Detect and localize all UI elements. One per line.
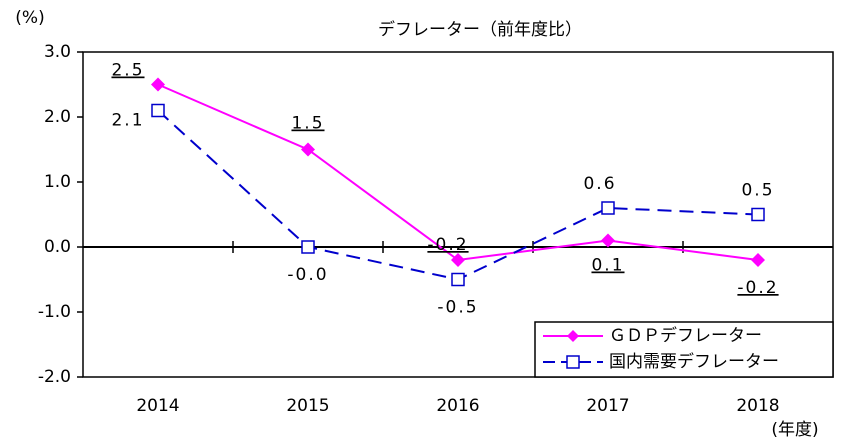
y-tick-label: -2.0 xyxy=(38,367,71,387)
data-label: 1.5 xyxy=(291,114,324,134)
legend-label: ＧＤＰデフレーター xyxy=(609,325,762,346)
legend-marker xyxy=(567,330,579,342)
y-tick-label: 2.0 xyxy=(44,107,71,127)
data-label: -0.2 xyxy=(737,278,778,298)
x-tick-label: 2018 xyxy=(736,396,779,416)
data-label: 0.6 xyxy=(583,174,616,194)
y-unit: (%) xyxy=(15,8,44,28)
diamond-marker xyxy=(301,142,315,157)
x-tick-label: 2017 xyxy=(586,396,629,416)
square-marker xyxy=(601,201,615,215)
diamond-marker xyxy=(751,253,765,267)
x-tick-label: 2015 xyxy=(286,396,329,416)
legend-label: 国内需要デフレーター xyxy=(609,351,779,372)
x-tick-label: 2014 xyxy=(136,396,179,416)
y-tick-label: 1.0 xyxy=(44,172,71,192)
plot-frame xyxy=(82,51,834,378)
square-marker xyxy=(301,240,315,254)
y-tick-label: 3.0 xyxy=(44,42,71,62)
x-unit: (年度) xyxy=(771,420,818,440)
diamond-marker xyxy=(601,233,615,248)
y-tick-label: 0.0 xyxy=(44,237,71,257)
series-line xyxy=(157,83,759,262)
data-label: 2.1 xyxy=(111,111,144,131)
square-marker xyxy=(151,103,165,118)
chart-title: デフレーター（前年度比） xyxy=(378,19,582,40)
square-marker xyxy=(451,272,465,287)
square-marker xyxy=(751,207,765,222)
data-label: 0.1 xyxy=(591,256,624,276)
data-label: 0.5 xyxy=(741,181,774,201)
x-tick-label: 2016 xyxy=(436,396,479,416)
data-label: -0.2 xyxy=(427,235,468,255)
data-label: -0.0 xyxy=(287,265,328,285)
legend-marker xyxy=(566,355,580,369)
diamond-marker xyxy=(451,253,465,267)
y-tick-label: -1.0 xyxy=(38,302,71,322)
legend-box xyxy=(534,321,834,378)
data-label: -0.5 xyxy=(437,298,478,318)
diamond-marker xyxy=(151,77,165,92)
data-label: 2.5 xyxy=(111,61,144,81)
